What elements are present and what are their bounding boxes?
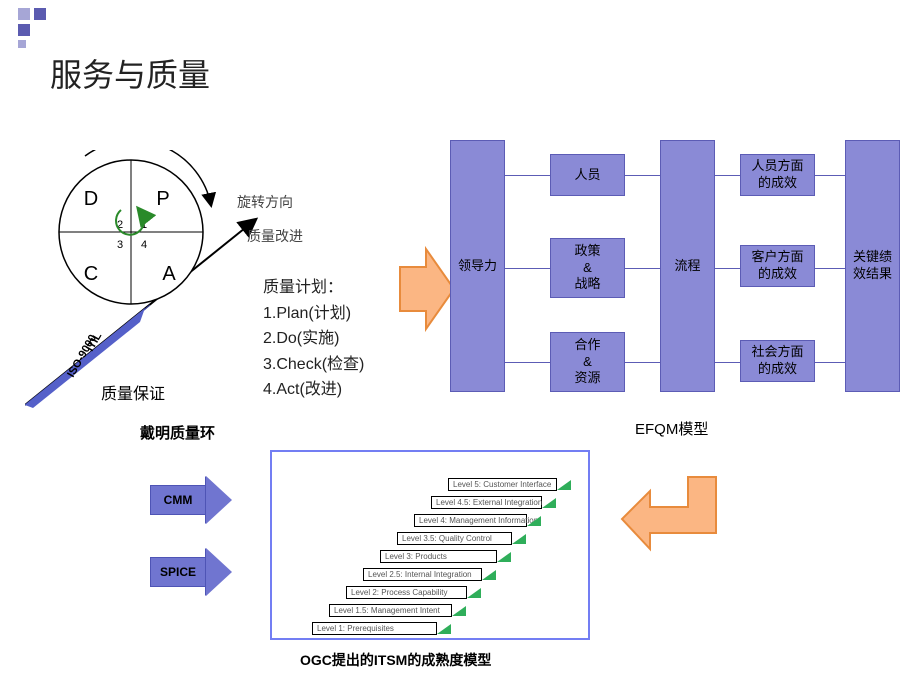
pdca-plan-1: 1.Plan(计划) bbox=[263, 301, 364, 327]
efqm-connector bbox=[815, 268, 845, 269]
efqm-connector bbox=[625, 175, 660, 176]
pdca-plan-4: 4.Act(改进) bbox=[263, 377, 364, 403]
pdca-a: A bbox=[162, 263, 176, 285]
pdca-diagram: D P C A 1 2 3 4 ITIL ISO-9000 旋转方向 质量改进 … bbox=[25, 150, 385, 440]
efqm-connector bbox=[715, 362, 740, 363]
pdca-qa-label: 质量保证 bbox=[101, 380, 165, 404]
maturity-level: Level 2: Process Capability bbox=[346, 586, 467, 599]
maturity-level: Level 4.5: External Integration bbox=[431, 496, 542, 509]
arrow-to-efqm bbox=[398, 245, 458, 333]
maturity-step-icon bbox=[452, 606, 466, 616]
svg-text:3: 3 bbox=[117, 239, 123, 251]
pdca-improve-label: 质量改进 bbox=[247, 226, 303, 246]
pdca-c: C bbox=[84, 263, 98, 285]
efqm-connector bbox=[505, 362, 550, 363]
efqm-connector bbox=[715, 268, 740, 269]
maturity-step-icon bbox=[542, 498, 556, 508]
maturity-level: Level 1: Prerequisites bbox=[312, 622, 437, 635]
maturity-caption: OGC提出的ITSM的成熟度模型 bbox=[300, 650, 491, 670]
arrow-to-maturity bbox=[620, 475, 720, 565]
maturity-level: Level 3.5: Quality Control bbox=[397, 532, 512, 545]
pdca-plan-title: 质量计划： bbox=[263, 275, 364, 301]
efqm-box-partner: 合作 & 资源 bbox=[550, 332, 625, 392]
efqm-box-res-cust: 客户方面 的成效 bbox=[740, 245, 815, 287]
pdca-rotation-label: 旋转方向 bbox=[237, 192, 293, 212]
efqm-box-leadership: 领导力 bbox=[450, 140, 505, 392]
efqm-box-policy: 政策 & 战略 bbox=[550, 238, 625, 298]
efqm-box-key: 关键绩 效结果 bbox=[845, 140, 900, 392]
efqm-connector bbox=[625, 362, 660, 363]
efqm-connector bbox=[815, 362, 845, 363]
efqm-connector bbox=[505, 175, 550, 176]
efqm-box-res-people: 人员方面 的成效 bbox=[740, 154, 815, 196]
maturity-level: Level 5: Customer Interface bbox=[448, 478, 557, 491]
efqm-box-res-soc: 社会方面 的成效 bbox=[740, 340, 815, 382]
pdca-plan-2: 2.Do(实施) bbox=[263, 326, 364, 352]
maturity-step-icon bbox=[437, 624, 451, 634]
efqm-connector bbox=[815, 175, 845, 176]
spice-label: SPICE bbox=[150, 557, 206, 587]
cmm-label: CMM bbox=[150, 485, 206, 515]
efqm-connector bbox=[625, 268, 660, 269]
maturity-level: Level 4: Management Information bbox=[414, 514, 527, 527]
pdca-caption: 戴明质量环 bbox=[140, 422, 215, 443]
efqm-box-process: 流程 bbox=[660, 140, 715, 392]
maturity-level: Level 1.5: Management Intent bbox=[329, 604, 452, 617]
pdca-plan-block: 质量计划： 1.Plan(计划) 2.Do(实施) 3.Check(检查) 4.… bbox=[263, 275, 364, 403]
efqm-connector bbox=[715, 175, 740, 176]
maturity-level: Level 2.5: Internal Integration bbox=[363, 568, 482, 581]
pdca-plan-3: 3.Check(检查) bbox=[263, 352, 364, 378]
slide-title: 服务与质量 bbox=[50, 50, 210, 96]
efqm-caption: EFQM模型 bbox=[635, 418, 708, 439]
efqm-box-people: 人员 bbox=[550, 154, 625, 196]
maturity-step-icon bbox=[497, 552, 511, 562]
maturity-step-icon bbox=[512, 534, 526, 544]
maturity-model: Level 5: Customer Interface Level 4.5: Ex… bbox=[270, 450, 590, 640]
maturity-step-icon bbox=[557, 480, 571, 490]
efqm-connector bbox=[505, 268, 550, 269]
maturity-step-icon bbox=[527, 516, 541, 526]
pdca-d: D bbox=[84, 188, 98, 210]
maturity-step-icon bbox=[467, 588, 481, 598]
pdca-p: P bbox=[156, 188, 169, 210]
title-bullet-decoration bbox=[18, 8, 53, 53]
svg-text:4: 4 bbox=[141, 239, 147, 251]
maturity-level: Level 3: Products bbox=[380, 550, 497, 563]
maturity-step-icon bbox=[482, 570, 496, 580]
